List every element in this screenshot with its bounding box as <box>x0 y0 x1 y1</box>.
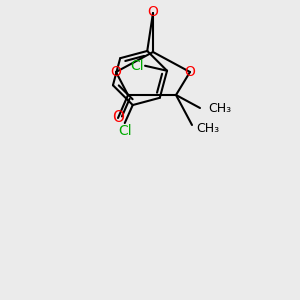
Text: O: O <box>111 65 122 79</box>
Text: O: O <box>112 110 124 125</box>
Text: O: O <box>148 5 158 19</box>
Text: Cl: Cl <box>118 124 132 138</box>
Text: CH₃: CH₃ <box>196 122 219 136</box>
Text: O: O <box>184 65 195 79</box>
Text: Cl: Cl <box>130 59 144 73</box>
Text: CH₃: CH₃ <box>208 101 231 115</box>
